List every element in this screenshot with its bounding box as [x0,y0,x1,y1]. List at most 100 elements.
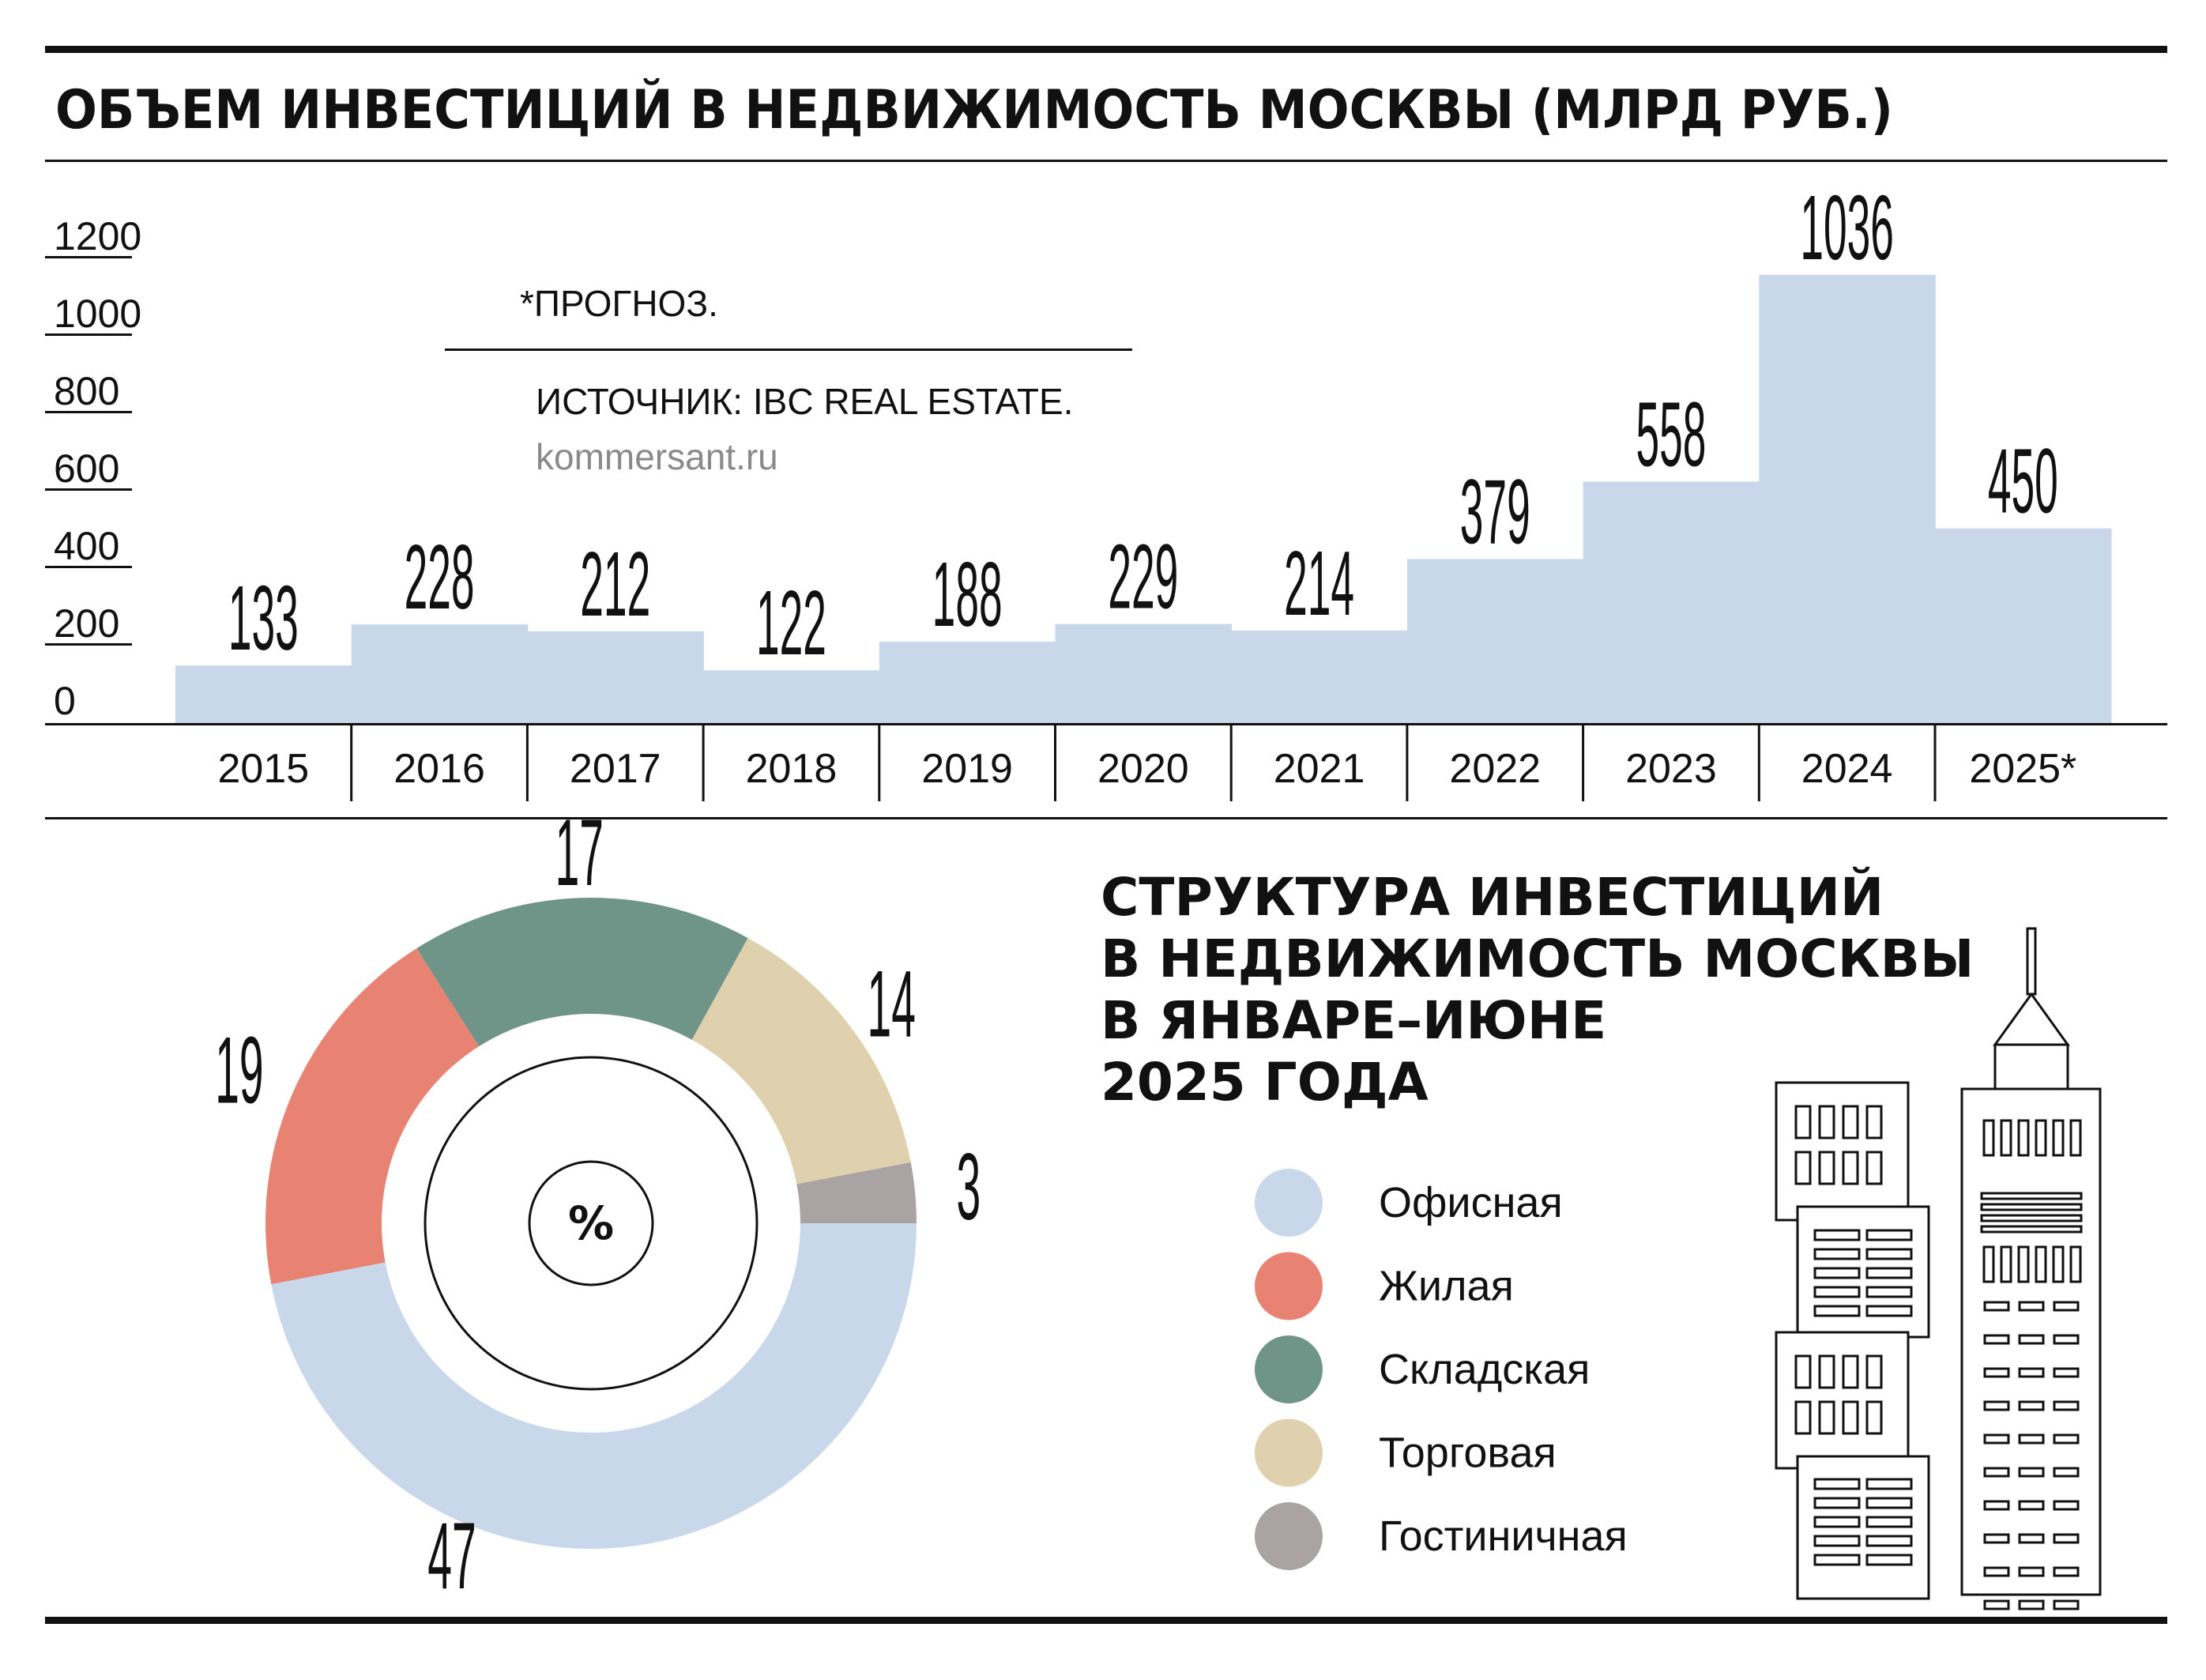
x-tick-divider [1582,724,1585,801]
note-divider [445,348,1132,351]
window [2035,1119,2047,1157]
legend-swatch [1255,1502,1323,1570]
tower-crown [1993,1043,2069,1090]
window [1983,1301,2010,1312]
pie-title-line-3: В ЯНВАРЕ–ИЮНЕ [1101,990,1606,1051]
window [1983,1400,2010,1411]
y-tick-label: 400 [54,524,119,568]
window [1813,1516,1861,1528]
bar-2024 [1759,274,1936,723]
bar-2023 [1583,481,1760,723]
bottom-rule [45,1617,2167,1624]
bar-2025* [1935,528,2112,723]
x-tick-divider [702,724,705,801]
bar-value-label: 558 [1636,383,1706,486]
window [2017,1119,2030,1157]
skyscraper-illustration-icon [1775,927,2102,1610]
y-tick-label: 200 [54,601,119,646]
section-divider [45,817,2167,819]
window [1813,1535,1861,1547]
window [1865,1286,1913,1298]
x-tick-label: 2017 [570,746,661,792]
y-tick-label: 0 [54,679,76,723]
building-block [1775,1331,1910,1470]
window [2053,1533,2080,1544]
x-tick-label: 2022 [1449,746,1541,792]
y-tick-label: 1200 [54,214,141,258]
window [1983,1367,2010,1378]
bar-value-label: 212 [580,533,650,636]
bar-2015 [175,665,352,723]
x-tick-label: 2025* [1969,746,2076,792]
window [2053,1367,2080,1378]
y-tick-line [45,256,132,258]
window [1842,1151,1859,1185]
window [2000,1119,2012,1157]
x-tick-label: 2019 [921,746,1013,792]
donut-inner-ring [424,1056,759,1391]
window [1865,1151,1883,1185]
x-axis: 2015 2016 2017 2018 2019 2020 2021 2022 2023 2024… [218,724,2076,801]
legend-label: Гостиничная [1379,1512,1628,1560]
window [2018,1301,2045,1312]
bar-2018 [703,670,880,723]
legend-label: Торговая [1379,1430,1557,1477]
top-rule [45,46,2167,53]
window [1865,1554,1913,1566]
legend-swatch [1255,1335,1323,1403]
source-note: ИСТОЧНИК: IBC REAL ESTATE. [536,381,1073,422]
window [1983,1599,2010,1610]
y-tick-line [45,411,132,413]
window [2053,1433,2080,1445]
bar-value-label: 188 [932,544,1003,646]
chart-title: ОБЪЕМ ИНВЕСТИЦИЙ В НЕДВИЖИМОСТЬ МОСКВЫ (… [55,78,1893,141]
window [1983,1433,2010,1445]
window [1865,1478,1913,1490]
bar-value-label: 229 [1108,526,1178,629]
stripe [1980,1203,2083,1211]
y-tick-line [45,566,132,568]
window [2053,1467,2080,1478]
x-tick-divider [878,724,881,801]
legend-swatch [1255,1169,1323,1237]
y-tick-label: 1000 [54,292,141,336]
y-tick-line [45,333,132,336]
pie-title-line-2: В НЕДВИЖИМОСТЬ МОСКВЫ [1101,929,1974,989]
donut-slice-2 [416,898,748,1047]
window [2053,1500,2080,1511]
window [1813,1248,1861,1260]
x-tick-label: 2015 [218,746,310,792]
bar-value-labels: 133 228 212 122 188 229 214 379 558 1036 450 [228,177,2058,675]
window [1818,1354,1835,1389]
window [2018,1467,2045,1478]
window [1818,1151,1835,1185]
stripe [1980,1214,2083,1222]
window [2069,1119,2082,1157]
window [1865,1248,1913,1260]
donut-slice-labels: 47 19 17 14 3 [215,800,981,1608]
bar-2022 [1406,559,1584,723]
window [1794,1354,1812,1389]
x-tick-label: 2023 [1625,746,1717,792]
x-axis-line [45,723,2167,725]
window [2053,1400,2080,1411]
slice-value-label: 47 [427,1503,476,1609]
window [2053,1566,2080,1577]
window [1813,1229,1861,1241]
x-tick-divider [1933,724,1937,801]
x-tick-label: 2018 [746,746,838,792]
x-tick-divider [1054,724,1056,801]
window [2052,1119,2065,1157]
window [1818,1105,1835,1139]
slice-value-label: 17 [555,800,604,906]
donut-slice-0 [271,1223,917,1550]
window [1983,1566,2010,1577]
window [1865,1535,1913,1547]
window [1983,1533,2010,1544]
slice-value-label: 19 [215,1018,263,1124]
x-tick-divider [1757,724,1760,801]
donut-slice-3 [691,937,911,1185]
window [1813,1286,1861,1298]
